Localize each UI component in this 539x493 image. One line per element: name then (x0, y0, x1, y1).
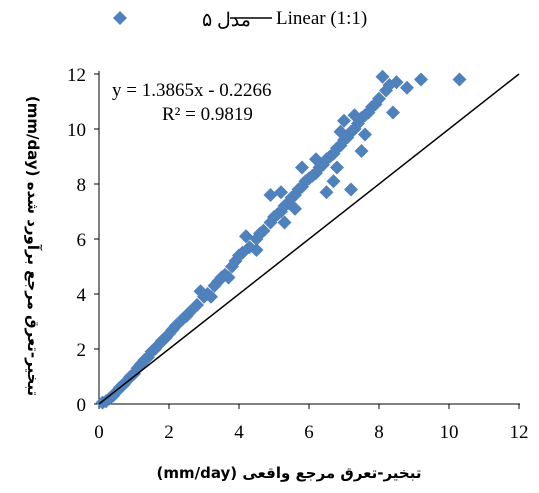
data-point-marker (414, 72, 428, 87)
data-point-marker (344, 182, 358, 197)
y-tick-label: 2 (77, 340, 87, 361)
data-point-marker (277, 215, 292, 230)
x-tick-label: 2 (164, 422, 174, 443)
y-tick-label: 0 (77, 395, 87, 416)
linear-1-1-line (98, 73, 520, 405)
data-point-marker (354, 144, 369, 158)
data-point-marker (326, 174, 341, 189)
data-point-marker (288, 201, 302, 216)
equation-annotation: y = 1.3865x - 0.2266 (112, 80, 272, 101)
data-point-marker (295, 160, 309, 175)
legend-label-model5: مدل ۵ (202, 10, 251, 31)
trendline-group (98, 73, 520, 405)
x-tick-label: 12 (510, 422, 529, 443)
data-point-marker (372, 91, 386, 106)
y-axis-title: تبخیر-تعرق مرجع برآورد شده (mm/day) (24, 96, 42, 396)
x-tick-label: 0 (94, 422, 104, 443)
data-point-marker (319, 185, 334, 200)
x-axis-ticks: 0 2 4 6 8 10 12 (94, 404, 529, 443)
data-point-marker (221, 270, 236, 285)
data-point-marker (330, 160, 344, 175)
legend: مدل ۵ Linear (1:1) (113, 8, 367, 31)
data-point-marker (274, 185, 288, 200)
data-point-marker (337, 113, 351, 128)
data-point-marker (452, 72, 467, 87)
data-point-marker (263, 188, 278, 202)
y-axis-ticks: 0 2 4 6 8 10 12 (67, 65, 99, 416)
data-point-marker (309, 152, 323, 167)
x-axis-title: تبخیر-تعرق مرجع واقعی (mm/day) (157, 464, 422, 482)
y-tick-label: 12 (67, 65, 86, 86)
data-point-marker (193, 284, 208, 299)
data-point-marker (400, 80, 414, 95)
data-point-marker (382, 78, 397, 92)
data-point-marker (347, 108, 362, 123)
data-point-marker (358, 127, 372, 142)
legend-marker-model5 (113, 11, 127, 25)
y-tick-label: 6 (77, 230, 87, 251)
x-tick-label: 10 (440, 422, 459, 443)
data-point-marker (190, 298, 204, 312)
x-tick-label: 4 (234, 422, 244, 443)
data-point-marker (204, 289, 218, 304)
legend-label-linear: Linear (1:1) (276, 8, 367, 29)
r-squared-annotation: R² = 0.9819 (162, 104, 253, 125)
y-tick-label: 4 (77, 285, 87, 306)
data-point-marker (239, 229, 253, 244)
y-tick-label: 8 (77, 175, 87, 196)
y-tick-label: 10 (67, 120, 86, 141)
x-tick-label: 8 (374, 422, 384, 443)
x-tick-label: 6 (304, 422, 314, 443)
data-point-marker (256, 223, 271, 238)
data-point-marker (386, 105, 400, 120)
data-point-marker (333, 124, 348, 139)
data-point-marker (249, 243, 264, 257)
data-points (95, 69, 467, 410)
data-point-marker (375, 69, 390, 84)
